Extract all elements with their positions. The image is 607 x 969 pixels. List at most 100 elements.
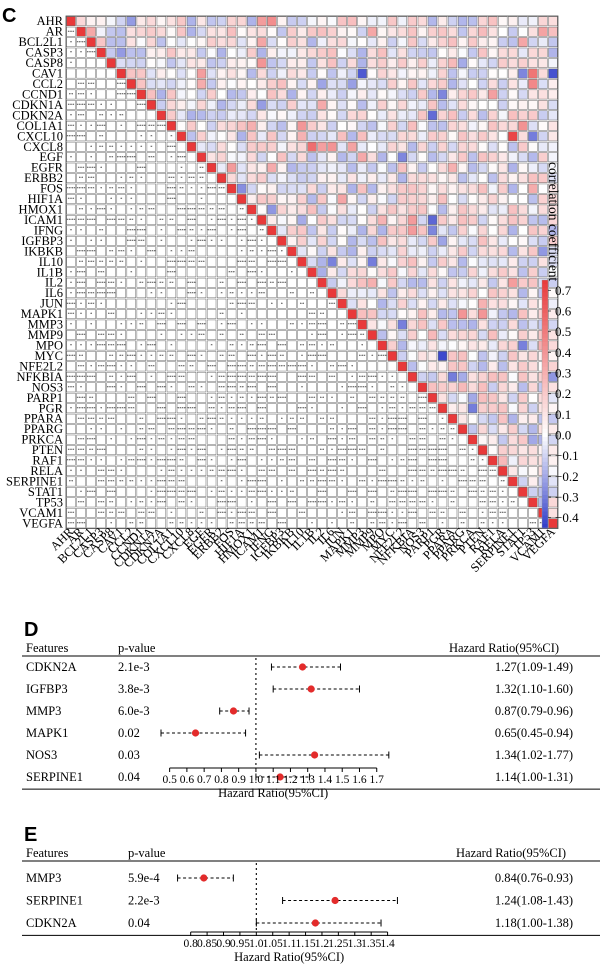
heatmap-cell-upper: [457, 120, 468, 131]
heatmap-cell-upper: [488, 445, 498, 455]
significance-mark: **: [280, 354, 285, 359]
heatmap-cell-lower: [267, 497, 277, 508]
significance-mark: *: [170, 249, 173, 254]
significance-mark: *: [271, 490, 274, 495]
significance-mark: ****: [408, 510, 418, 515]
significance-mark: ****: [318, 490, 328, 495]
significance-mark: ***: [78, 416, 86, 421]
heatmap-cell-lower: [166, 256, 177, 267]
heatmap-cell-upper: [247, 120, 257, 131]
feature-label: MMP3: [26, 871, 61, 885]
heatmap-cell-lower: [186, 215, 197, 225]
heatmap-cell-upper: [478, 288, 488, 299]
significance-mark: ***: [68, 510, 76, 515]
heatmap-cell-upper: [427, 319, 438, 330]
heatmap-cell-upper: [548, 424, 558, 435]
heatmap-cell-upper: [297, 246, 307, 257]
heatmap-cell-lower: [166, 152, 177, 163]
heatmap-cell-upper: [508, 434, 518, 445]
heatmap-cell-lower: [166, 455, 177, 466]
significance-mark: *: [80, 197, 83, 202]
heatmap-cell-lower: [267, 507, 277, 518]
significance-mark: ***: [359, 374, 367, 379]
heatmap-cell-lower: [76, 110, 86, 121]
heatmap-cell-upper: [488, 204, 498, 215]
heatmap-cell-lower: [337, 309, 347, 319]
heatmap-cell-lower: [216, 497, 227, 508]
heatmap-cell-lower: [257, 298, 267, 309]
heatmap-cell-upper: [116, 16, 126, 27]
heatmap-cell-lower: [206, 487, 217, 497]
significance-mark: *: [231, 416, 234, 421]
legend-tick-label: 0.2: [555, 386, 571, 401]
heatmap-cell-lower: [126, 351, 136, 361]
heatmap-cell-lower: [66, 319, 76, 330]
heatmap-cell-upper: [337, 26, 347, 37]
heatmap-cell-upper: [307, 100, 317, 110]
heatmap-cell-lower: [437, 455, 448, 466]
significance-mark: ****: [137, 228, 147, 233]
heatmap-cell-lower: [186, 173, 197, 183]
heatmap-cell-upper: [498, 309, 508, 319]
heatmap-cell-upper: [488, 37, 498, 48]
legend-color-step: [542, 304, 548, 310]
heatmap-cell-lower: [156, 372, 167, 382]
heatmap-cell-upper: [267, 120, 277, 131]
heatmap-cell-upper: [227, 162, 237, 173]
heatmap-cell-upper: [467, 382, 478, 393]
significance-mark: **: [229, 521, 234, 526]
significance-mark: *: [200, 186, 203, 191]
heatmap-cell-lower: [277, 372, 287, 382]
heatmap-cell-lower: [186, 183, 197, 194]
heatmap-cell-upper: [437, 100, 448, 110]
heatmap-cell-upper: [508, 319, 518, 330]
heatmap-cell-upper: [528, 340, 538, 351]
heatmap-cell-lower: [257, 466, 267, 476]
heatmap-cell-lower: [206, 476, 217, 487]
significance-mark: **: [380, 395, 385, 400]
heatmap-cell-lower: [66, 309, 76, 319]
heatmap-cell-upper: [467, 26, 478, 37]
significance-mark: ****: [157, 490, 167, 495]
heatmap-cell-upper: [478, 183, 488, 194]
heatmap-cell-lower: [146, 319, 156, 330]
significance-mark: **: [300, 301, 305, 306]
heatmap-cell-lower: [237, 413, 247, 424]
significance-mark: ****: [267, 354, 277, 359]
x-tick-label: 1.25: [328, 938, 348, 950]
heatmap-cell-upper: [508, 413, 518, 424]
heatmap-cell-upper: [518, 89, 528, 100]
heatmap-cell-lower: [66, 372, 76, 382]
heatmap-cell-upper: [327, 236, 337, 246]
heatmap-cell-lower: [206, 288, 217, 299]
heatmap-cell-upper: [317, 194, 327, 204]
heatmap-cell-upper: [548, 330, 558, 340]
heatmap-cell-upper: [327, 110, 337, 121]
heatmap-cell-upper: [367, 26, 377, 37]
heatmap-cell-upper: [407, 277, 418, 288]
significance-mark: *: [150, 134, 153, 139]
significance-mark: *: [371, 479, 374, 484]
heatmap-cell-lower: [186, 413, 197, 424]
heatmap-cell-lower: [86, 267, 96, 278]
heatmap-cell-upper: [478, 47, 488, 58]
heatmap-row-label: IL6: [45, 286, 63, 300]
heatmap-cell-upper: [317, 162, 327, 173]
heatmap-cell-upper: [267, 215, 277, 225]
heatmap-cell-lower: [397, 434, 407, 445]
heatmap-cell-lower: [357, 507, 367, 518]
heatmap-cell-lower: [206, 340, 217, 351]
significance-mark: **: [430, 469, 435, 474]
heatmap-cell-upper: [357, 277, 367, 288]
heatmap-cell-upper: [478, 340, 488, 351]
heatmap-cell-lower: [76, 361, 86, 372]
heatmap-cell-upper: [156, 37, 167, 48]
heatmap-cell-diagonal: [437, 403, 448, 414]
heatmap-cell-upper: [267, 100, 277, 110]
heatmap-cell-lower: [237, 487, 247, 497]
significance-mark: ****: [127, 238, 137, 243]
heatmap-cell-lower: [106, 476, 116, 487]
heatmap-cell-upper: [257, 16, 267, 27]
heatmap-cell-lower: [106, 288, 116, 299]
heatmap-cell-lower: [146, 131, 156, 142]
